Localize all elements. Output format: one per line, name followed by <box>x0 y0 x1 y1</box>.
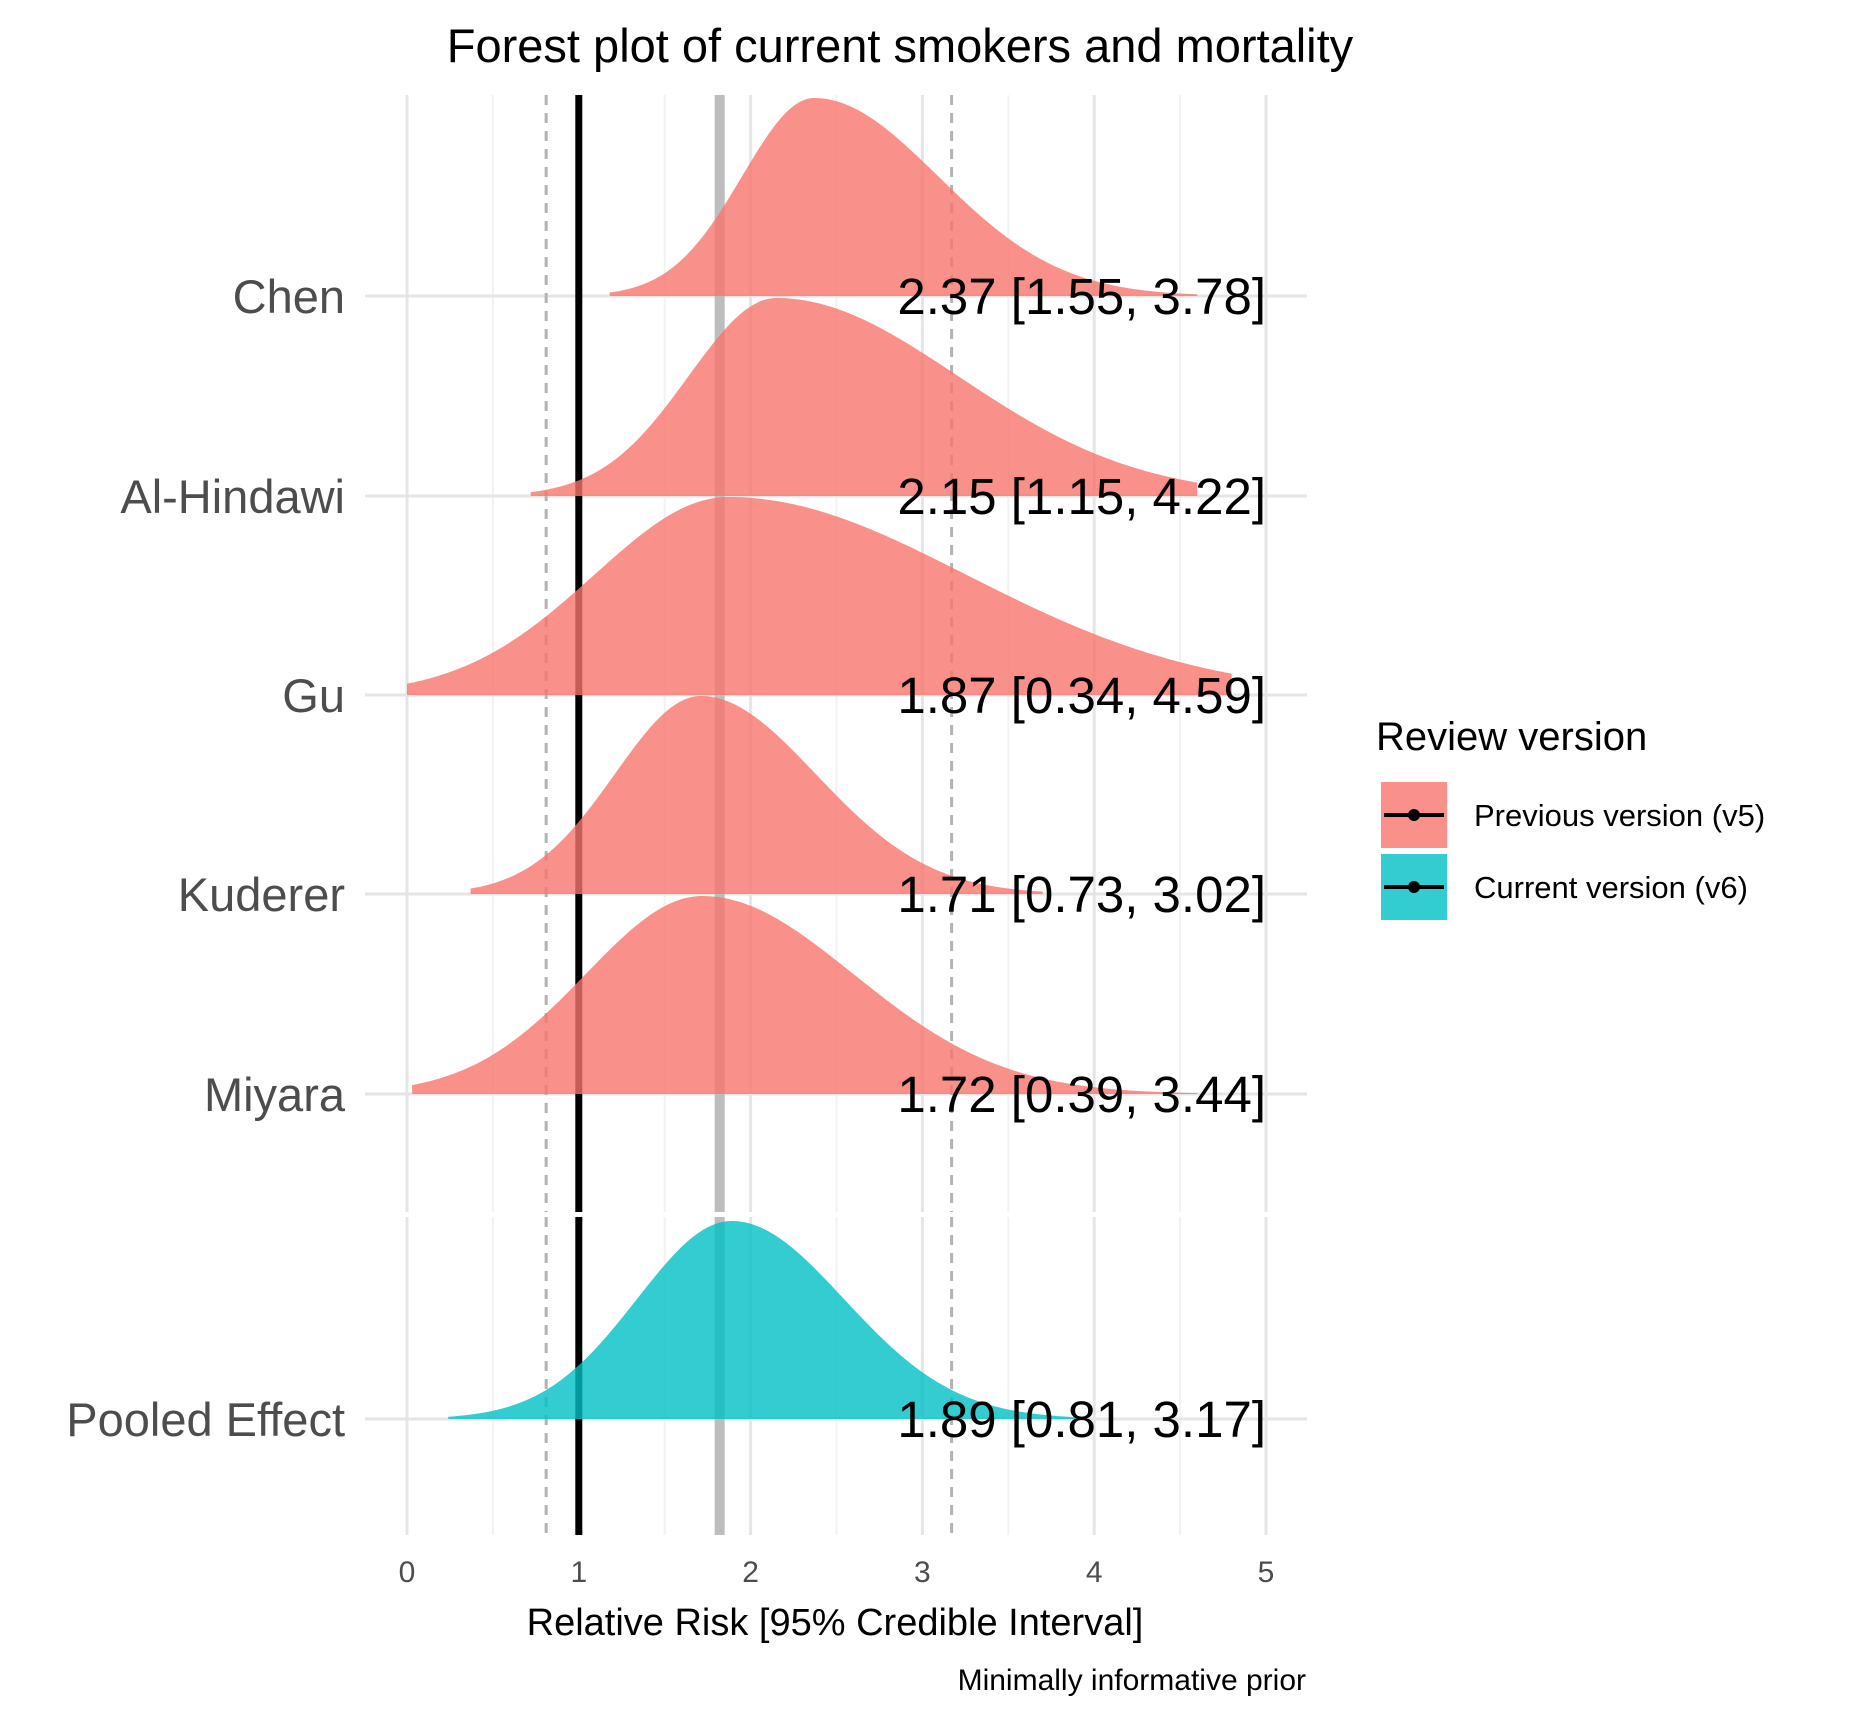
x-tick-label: 1 <box>570 1556 587 1589</box>
estimate-label-pooled-effect: 1.89 [0.81, 3.17] <box>897 1391 1266 1448</box>
legend-label: Previous version (v5) <box>1474 798 1765 833</box>
estimate-label-gu: 1.87 [0.34, 4.59] <box>897 667 1266 724</box>
legend-title: Review version <box>1376 715 1647 759</box>
x-axis-title: Relative Risk [95% Credible Interval] <box>527 1602 1144 1644</box>
density-gu <box>407 497 1232 695</box>
estimate-label-miyara: 1.72 [0.39, 3.44] <box>897 1066 1266 1123</box>
legend-label: Current version (v6) <box>1474 870 1748 905</box>
study-label-chen: Chen <box>233 270 345 323</box>
estimate-label-chen: 2.37 [1.55, 3.78] <box>897 268 1266 325</box>
study-label-gu: Gu <box>282 669 345 722</box>
legend-key-point <box>1408 809 1420 821</box>
x-tick-label: 0 <box>399 1556 416 1589</box>
x-tick-label: 4 <box>1086 1556 1103 1589</box>
density-pooled-effect <box>448 1221 1086 1419</box>
legend-entry-previous-version-v5: Previous version (v5) <box>1381 782 1765 848</box>
study-label-al-hindawi: Al-Hindawi <box>120 470 345 523</box>
density-chen <box>609 98 1198 296</box>
estimate-label-kuderer: 1.71 [0.73, 3.02] <box>897 866 1266 923</box>
density-al-hindawi <box>530 298 1198 496</box>
chart-title: Forest plot of current smokers and morta… <box>447 19 1354 72</box>
density-miyara <box>412 896 1198 1094</box>
caption: Minimally informative prior <box>958 1664 1306 1697</box>
x-tick-label: 5 <box>1258 1556 1275 1589</box>
density-curves <box>407 98 1232 1419</box>
x-tick-label: 2 <box>742 1556 759 1589</box>
study-label-kuderer: Kuderer <box>178 868 345 921</box>
study-label-pooled-effect: Pooled Effect <box>66 1393 345 1446</box>
estimate-labels: 2.37 [1.55, 3.78] 2.15 [1.15, 4.22] 1.87 [… <box>897 268 1266 1448</box>
legend-entry-current-version-v6: Current version (v6) <box>1381 854 1748 920</box>
x-axis-ticks: 0 1 2 3 4 5 <box>399 1556 1275 1589</box>
study-labels: Chen Al-Hindawi Gu Kuderer Miyara Pooled Effe… <box>66 270 346 1446</box>
x-tick-label: 3 <box>914 1556 931 1589</box>
estimate-label-al-hindawi: 2.15 [1.15, 4.22] <box>897 468 1266 525</box>
study-label-miyara: Miyara <box>204 1068 346 1121</box>
density-kuderer <box>470 696 1043 894</box>
legend-key-point <box>1408 881 1420 893</box>
legend: Review version Previous version (v5) Curr… <box>1376 715 1765 920</box>
